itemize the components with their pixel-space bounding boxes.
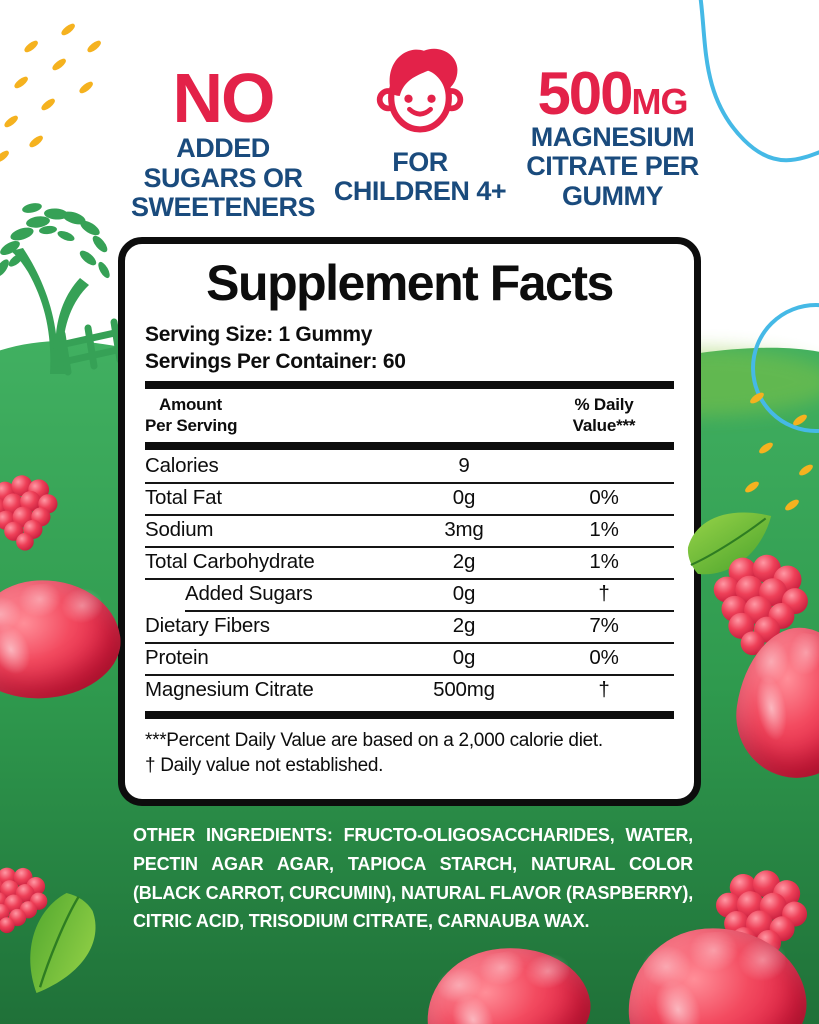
serving-size: Serving Size: 1 Gummy: [145, 323, 373, 346]
other-ingredients: OTHER INGREDIENTS: FRUCTO-OLIGOSACCHARID…: [133, 821, 693, 936]
row-separator: [185, 609, 674, 612]
badge-line: SWEETENERS: [130, 191, 316, 222]
facts-cell-amount: 0g: [452, 582, 476, 606]
row-separator: [145, 481, 674, 484]
facts-table-header: Amount Per Serving % Daily Value***: [145, 389, 674, 442]
facts-cell-name: Total Fat: [145, 486, 222, 510]
facts-rows: Calories 9 Total Fat 0g 0% Sodium 3mg 1% Total C…: [145, 452, 674, 706]
badge-line: GUMMY: [562, 180, 664, 211]
facts-cell-amount: 500mg: [433, 678, 495, 702]
servings-per-container: Servings Per Container: 60: [145, 350, 406, 374]
facts-cell-amount: 2g: [452, 614, 476, 638]
badge-unit-text: MG: [631, 81, 689, 122]
badge-emphasis-text: NO: [172, 59, 276, 137]
facts-cell-dv: †: [598, 582, 610, 606]
badge-line: SUGARS OR: [143, 162, 303, 193]
facts-cell-dv: 0%: [589, 486, 619, 510]
badge-line: CHILDREN 4+: [333, 176, 507, 207]
facts-cell-dv: 1%: [589, 550, 619, 574]
facts-row: Total Fat 0g 0%: [145, 484, 674, 514]
row-separator: [145, 673, 674, 676]
facts-cell-amount: 0g: [452, 486, 476, 510]
daily-value-column-header: % Daily Value***: [572, 394, 636, 435]
blue-squiggle-icon: [698, 0, 819, 163]
facts-cell-dv: 7%: [589, 614, 619, 638]
facts-cell-amount: 9: [458, 454, 470, 478]
amount-column-header: Amount Per Serving: [145, 394, 238, 435]
facts-row: Protein 0g 0%: [145, 644, 674, 674]
badge-line: ADDED: [176, 133, 270, 164]
facts-cell-name: Added Sugars: [185, 582, 313, 606]
child-face-icon: [372, 42, 468, 142]
facts-cell-dv: 1%: [589, 518, 619, 542]
supplement-facts-panel: Supplement Facts Serving Size: 1 Gummy S…: [118, 237, 701, 806]
facts-row: Total Carbohydrate 2g 1%: [145, 548, 674, 578]
facts-cell-dv: †: [598, 678, 610, 702]
facts-row: Added Sugars 0g †: [145, 580, 674, 610]
gummy-image: [623, 921, 811, 1024]
facts-cell-name: Total Carbohydrate: [145, 550, 315, 574]
facts-cell-name: Protein: [145, 646, 209, 670]
facts-row: Calories 9: [145, 452, 674, 482]
facts-cell-amount: 2g: [452, 550, 476, 574]
blue-loop-icon: [751, 303, 819, 433]
footnotes: ***Percent Daily Value are based on a 2,…: [145, 728, 674, 779]
facts-cell-dv: 0%: [589, 646, 619, 670]
footnote-dagger: † Daily value not established.: [145, 755, 384, 777]
yellow-dashes: [745, 392, 813, 511]
facts-row: Magnesium Citrate 500mg †: [145, 676, 674, 706]
divider-thick: [145, 710, 674, 719]
row-separator: [145, 545, 674, 548]
divider-thick: [145, 441, 674, 450]
divider-thick: [145, 380, 674, 389]
other-ingredients-text: FRUCTO-OLIGOSACCHARIDES, WATER, PECTIN A…: [133, 825, 693, 932]
tree-icon: [0, 203, 110, 374]
facts-cell-name: Dietary Fibers: [145, 614, 270, 638]
facts-cell-amount: 0g: [452, 646, 476, 670]
badge-line: CITRATE PER: [526, 151, 699, 182]
facts-cell-amount: 3mg: [444, 518, 484, 542]
badge-emphasis-text: 500MG: [537, 60, 689, 127]
badge-line: FOR: [392, 147, 448, 177]
facts-row: Sodium 3mg 1%: [145, 516, 674, 546]
facts-cell-name: Magnesium Citrate: [145, 678, 314, 702]
facts-cell-name: Calories: [145, 454, 219, 478]
other-ingredients-label: OTHER INGREDIENTS:: [133, 825, 333, 845]
row-separator: [145, 513, 674, 516]
badge-for-children: FOR CHILDREN 4+: [330, 42, 510, 206]
badge-no-added-sugars: NO ADDED SUGARS OR SWEETENERS: [78, 59, 368, 222]
facts-cell-name: Sodium: [145, 518, 214, 542]
row-separator: [145, 577, 674, 580]
row-separator: [145, 641, 674, 644]
footnote-daily-value: ***Percent Daily Value are based on a 2,…: [145, 729, 603, 751]
panel-title: Supplement Facts: [206, 255, 614, 311]
badge-line: MAGNESIUM: [530, 122, 695, 153]
badge-500mg: 500MG MAGNESIUM CITRATE PER GUMMY: [500, 60, 725, 211]
facts-row: Dietary Fibers 2g 7%: [145, 612, 674, 642]
